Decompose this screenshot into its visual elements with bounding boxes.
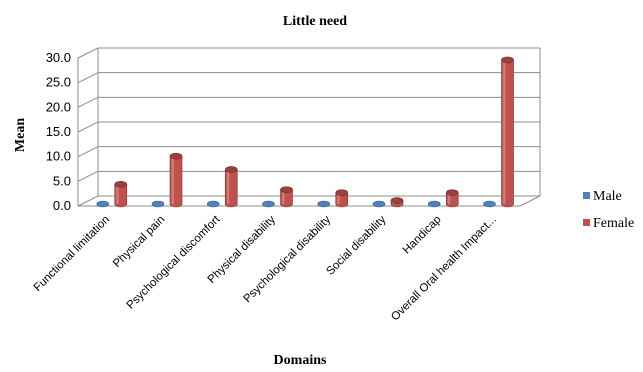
bar-male-1 xyxy=(151,200,165,208)
x-tick-label: Social disability xyxy=(324,213,388,277)
y-tick-label: 15.0 xyxy=(46,124,71,139)
legend-item-male: Male xyxy=(583,189,622,204)
x-tick-label: Psychological discomfort xyxy=(125,213,224,312)
bars xyxy=(96,56,514,208)
legend-label: Male xyxy=(593,189,622,204)
chart-title: Little need xyxy=(283,14,347,29)
y-tick-label: 0.0 xyxy=(53,198,71,213)
bar-female-4 xyxy=(335,189,349,208)
legend-swatch xyxy=(583,192,590,199)
y-tick-label: 5.0 xyxy=(53,173,71,188)
bar-female-6 xyxy=(445,189,459,208)
x-tick-label: Physical pain xyxy=(111,214,167,270)
bar-female-1 xyxy=(169,152,183,208)
gridline xyxy=(77,121,540,133)
bar-female-3 xyxy=(280,186,293,208)
legend-swatch xyxy=(583,219,590,226)
y-axis-title: Mean xyxy=(13,118,28,152)
gridline xyxy=(77,47,540,59)
y-axis-ticks: 0.0 5.0 10.0 15.0 20.0 25.0 30.0 xyxy=(46,50,71,213)
x-tick-label: Handicap xyxy=(401,214,444,257)
x-tick-label: Functional limitation xyxy=(32,214,112,294)
bar-male-4 xyxy=(317,200,331,208)
bar-male-3 xyxy=(262,200,275,208)
bar-male-6 xyxy=(427,200,441,208)
gridline xyxy=(77,146,540,158)
bar-female-2 xyxy=(224,166,238,208)
legend: Male Female xyxy=(583,189,634,231)
y-tick-label: 30.0 xyxy=(46,50,71,65)
bar-male-5 xyxy=(372,200,386,208)
bar-male-0 xyxy=(96,200,110,208)
bar-female-0 xyxy=(114,180,128,208)
bar-female-7 xyxy=(501,56,514,208)
legend-label: Female xyxy=(593,216,634,231)
bar-male-2 xyxy=(206,200,220,208)
gridline xyxy=(77,170,540,182)
gridline xyxy=(77,72,540,84)
gridline xyxy=(77,195,540,207)
gridline xyxy=(77,96,540,108)
y-tick-label: 25.0 xyxy=(46,75,71,90)
y-tick-label: 10.0 xyxy=(46,149,71,164)
y-tick-label: 20.0 xyxy=(46,99,71,114)
x-tick-label: Overall Oral health Impact... xyxy=(389,214,499,324)
x-axis-title: Domains xyxy=(274,353,327,368)
gridlines xyxy=(77,47,540,207)
bar-male-7 xyxy=(483,200,496,208)
legend-item-female: Female xyxy=(583,216,634,231)
bar-female-5 xyxy=(390,197,404,208)
chart-walls xyxy=(77,48,541,207)
